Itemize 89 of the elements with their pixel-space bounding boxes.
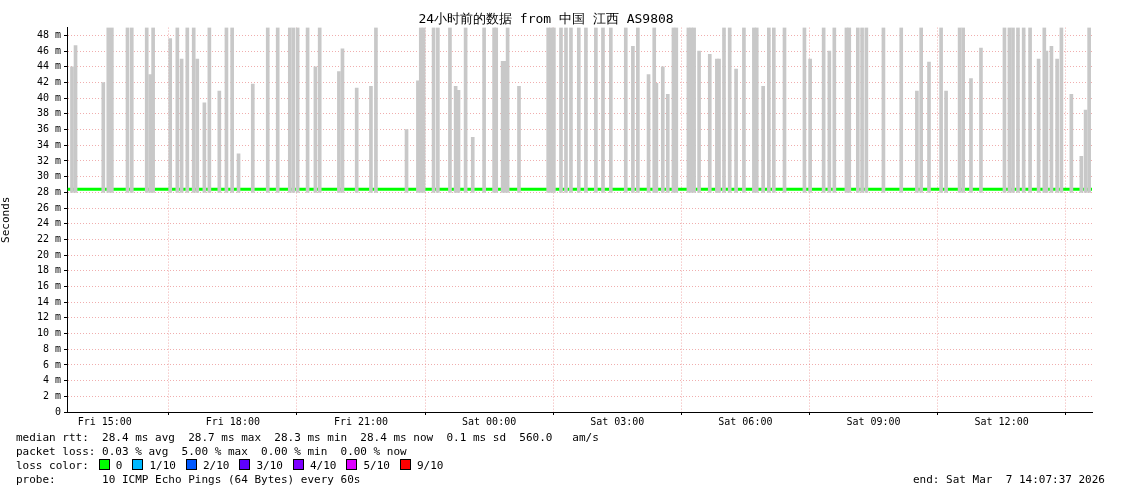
bar [919,27,923,193]
legend-title: loss color: [16,459,89,472]
y-tick-label: 14 m [36,295,61,307]
y-tick-label: 42 m [36,76,61,88]
legend-label: 1/10 [149,459,176,472]
text: packet loss: 0.03 % avg 5.00 % max 0.00 % min 0.00 % now [16,445,407,459]
bar [317,27,322,193]
x-tick-label: Fri 15:00 [77,415,132,427]
bar [110,27,114,193]
y-tick-label: 24 m [36,217,61,229]
bar [707,53,712,193]
y-tick-label: 18 m [36,264,61,276]
bar [151,27,155,193]
bar [727,27,732,193]
bar [482,27,486,193]
bar [1028,27,1032,193]
y-tick-label: 16 m [36,280,61,292]
bar [771,27,776,193]
text: probe: 10 ICMP Echo Pings (64 Bytes) every 60s [16,473,361,487]
y-tick-label: 36 m [36,123,61,135]
x-tick-label: Sat 00:00 [462,415,517,427]
text: median rtt: 28.4 ms avg 28.7 ms max 28.3 ms min 28.4 ms now 0.1 ms sd 560.0 am/s [16,431,599,445]
y-tick-label: 22 m [36,233,61,245]
y-tick-label: 44 m [36,60,61,72]
bar [287,27,292,193]
bar [230,27,234,193]
y-tick-label: 40 m [36,91,61,103]
bar [517,86,521,193]
x-tick-label: Sat 03:00 [590,415,645,427]
chart-title: 24小时前的数据 from 中国 江西 AS9808 [418,11,674,27]
y-tick-label: 20 m [36,248,61,260]
y-tick-label: 10 m [36,327,61,339]
y-tick-label: 2 m [42,389,61,401]
y-axis-title: Seconds [0,196,13,243]
y-tick-label: 34 m [36,138,61,150]
legend-label: 4/10 [309,459,337,472]
bar [742,27,746,193]
text: end: Sat Mar 7 14:07:37 2026 [912,473,1105,487]
y-tick-label: 8 m [42,342,61,354]
y-tick-label: 30 m [36,170,61,182]
bar [470,137,475,193]
bar [969,78,973,193]
legend-label: 0 [115,459,123,472]
bar [436,27,440,193]
y-tick-label: 46 m [36,44,61,56]
x-tick-label: Fri 18:00 [205,415,260,427]
legend-label: 2/10 [202,459,230,472]
y-tick-label: 4 m [42,374,61,386]
bar [832,27,837,193]
x-tick-label: Sat 09:00 [846,415,901,427]
legend-label: 3/10 [256,459,283,472]
y-tick-label: 26 m [36,201,61,213]
y-tick-label: 28 m [36,185,61,197]
bar [584,27,588,193]
bar [265,27,270,193]
bar [185,27,190,193]
x-tick-label: Sat 12:00 [974,415,1029,427]
y-tick-label: 12 m [36,311,61,323]
bar [855,27,860,193]
bar [275,27,280,193]
bar [927,61,931,193]
y-tick-label: 48 m [36,29,61,41]
bar [961,27,965,193]
x-tick-label: Fri 21:00 [333,415,389,427]
y-tick-label: 0 [54,405,61,417]
legend-label: 9/10 [416,459,444,472]
bar [576,27,581,193]
y-tick-label: 38 m [36,107,61,119]
bar [808,58,812,193]
bar [623,27,628,193]
bar [601,27,605,193]
x-tick-label: Sat 06:00 [718,415,773,427]
bar [448,27,452,193]
bar [250,83,255,193]
y-tick-label: 6 m [42,358,61,370]
bar [1087,27,1091,193]
bar [899,27,904,193]
bar [734,68,738,193]
bar [354,87,359,193]
legend-label: 5/10 [363,459,390,472]
y-tick-label: 32 m [36,154,61,166]
bar [608,27,613,193]
bar [217,90,222,193]
bar [594,27,598,193]
bar [761,86,765,193]
bar [144,27,149,193]
bar [168,38,173,193]
bar [979,47,983,193]
bar [129,27,134,193]
